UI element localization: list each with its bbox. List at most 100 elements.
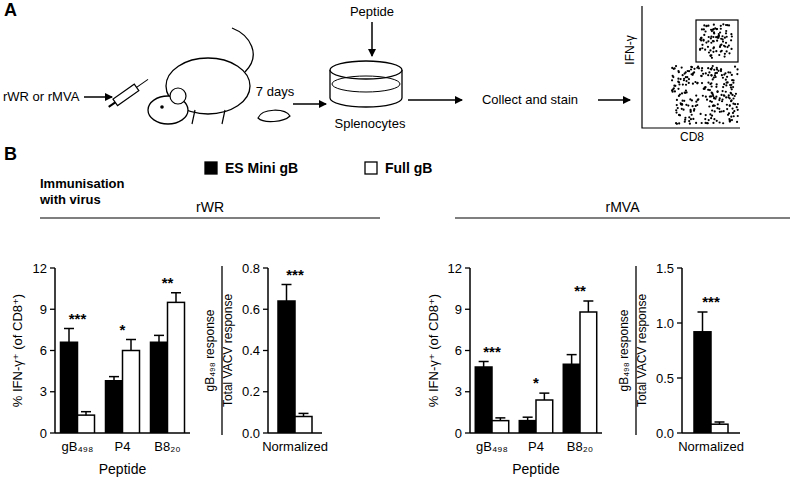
flow-dot (707, 67, 709, 69)
y-tick-label: 9 (455, 302, 462, 317)
y-tick-label: 0.2 (242, 384, 260, 399)
arrow (371, 22, 373, 56)
mouse-ear (170, 88, 186, 104)
bar (295, 417, 312, 434)
flow-dot (685, 84, 687, 86)
y-tick-label: 0 (40, 426, 47, 441)
arrow (598, 99, 630, 101)
y-axis-label: gB₄₉₈ response (617, 309, 631, 391)
flow-dot (696, 82, 698, 84)
significance: ** (162, 274, 174, 291)
legend-entry: Full gB (385, 160, 432, 176)
x-tick-label: gB₄₉₈ (476, 439, 508, 454)
error-stem (68, 329, 70, 343)
bar-chart: 036912% IFN-γ⁺ (of CD8⁺)PeptidegB₄₉₈***P… (426, 261, 602, 478)
flow-dot (726, 104, 728, 106)
flow-dot (692, 83, 694, 85)
error-bar (299, 413, 309, 416)
flow-dot (682, 83, 684, 85)
flow-dot (730, 39, 732, 41)
error-cap (81, 411, 91, 413)
flow-dot (722, 122, 724, 124)
flow-dot (675, 122, 677, 124)
schematic-text: rWR or rMVA (3, 89, 80, 104)
flow-dot (709, 54, 711, 56)
flow-dot (713, 24, 715, 26)
y-axis (267, 268, 269, 433)
flow-dot (721, 50, 723, 52)
error-cap (523, 416, 533, 418)
flow-dot (711, 30, 713, 32)
flow-dot (681, 92, 683, 94)
flow-dot (708, 71, 710, 73)
y-axis (54, 268, 56, 433)
flow-dot (719, 31, 721, 33)
x-tick-label: Normalized (262, 439, 328, 454)
flow-dot (712, 47, 714, 49)
x-tick-label: gB₄₉₈ (62, 439, 94, 454)
flow-dot (718, 121, 720, 123)
flow-dot (720, 38, 722, 40)
flow-dot (730, 92, 732, 94)
flow-dot (723, 95, 725, 97)
flow-dot (717, 103, 719, 105)
flow-dot (721, 90, 723, 92)
error-bar (282, 285, 292, 302)
error-cap (583, 300, 593, 302)
error-cap (126, 339, 136, 341)
flow-dot (672, 76, 674, 78)
flow-dot (678, 122, 680, 124)
flow-dot (697, 98, 699, 100)
flow-dot (709, 100, 711, 102)
flow-dot (729, 84, 731, 86)
flow-dot (676, 104, 678, 106)
flow-dot (688, 120, 690, 122)
flow-dot (694, 81, 696, 83)
flow-dot (722, 23, 724, 25)
flow-dot (691, 99, 693, 101)
y-tick-label: 0.8 (242, 261, 260, 276)
arrow (84, 96, 112, 98)
flow-dot (716, 120, 718, 122)
error-bar (698, 312, 708, 332)
y-axis-label: % IFN-γ⁺ (of CD8⁺) (426, 294, 441, 407)
flow-dot (713, 31, 715, 33)
flow-dot (690, 68, 692, 70)
flow-dot (705, 41, 707, 43)
y-tick-label: 0.0 (656, 426, 674, 441)
flow-dot (719, 44, 721, 46)
flow-dot (711, 115, 713, 117)
flow-dot (711, 57, 713, 59)
flow-dot (700, 75, 702, 77)
syringe-barrel (113, 84, 139, 105)
flow-dot (673, 68, 675, 70)
flow-dot (697, 65, 699, 67)
flow-dot (731, 74, 733, 76)
flow-dot (726, 76, 728, 78)
y-axis-label: Total VACV response (635, 294, 649, 407)
bar-chart: 036912% IFN-γ⁺ (of CD8⁺)PeptidegB₄₉₈***P… (10, 261, 190, 478)
flow-dot (677, 81, 679, 83)
flow-dot (701, 70, 703, 72)
flow-dot (688, 78, 690, 80)
flow-dot (689, 109, 691, 111)
plot-area (475, 301, 596, 433)
flow-dot (733, 110, 735, 112)
flow-dot (685, 89, 687, 91)
significance: *** (69, 310, 87, 327)
flow-dot (690, 111, 692, 113)
flow-dot (732, 112, 734, 114)
flow-dot (707, 74, 709, 76)
flow-dot (731, 119, 733, 121)
bar (168, 302, 185, 433)
figure: ArWR or rMVA7 daysPeptideSplenocytesColl… (0, 0, 800, 484)
group-label: rMVA (606, 199, 641, 215)
flow-dot (676, 123, 678, 125)
flow-dot (702, 39, 704, 41)
flow-dot (737, 103, 739, 105)
flow-dot (707, 89, 709, 91)
error-cap (171, 292, 181, 294)
error-bar (495, 418, 505, 421)
flow-dot (715, 76, 717, 78)
error-cap (154, 335, 164, 337)
